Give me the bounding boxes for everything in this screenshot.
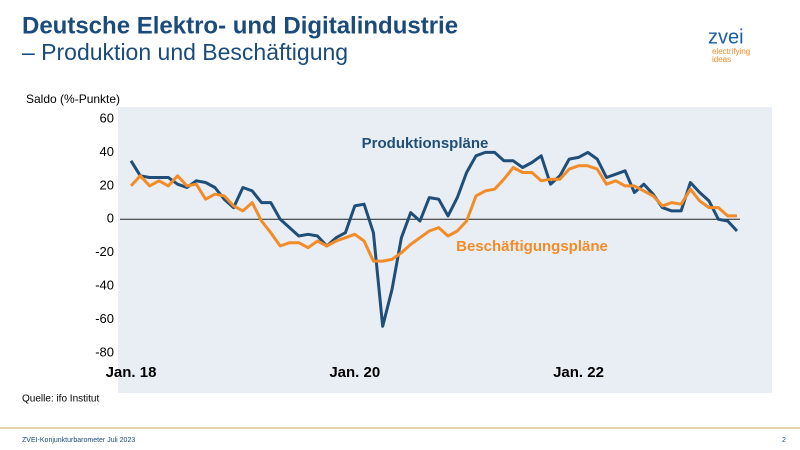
- y-tick-label: 60: [100, 110, 114, 125]
- y-tick-label: 0: [107, 211, 114, 226]
- series-label: Beschäftigungspläne: [456, 238, 608, 255]
- y-tick-label: 40: [100, 144, 114, 159]
- series-label: Produktionspläne: [362, 135, 489, 152]
- y-tick-label: -60: [95, 311, 114, 326]
- title: Deutsche Elektro- und Digitalindustrie: [22, 12, 458, 39]
- y-tick-label: -40: [95, 278, 114, 293]
- subtitle: – Produktion und Beschäftigung: [22, 39, 348, 65]
- logo-tagline: electrifying: [712, 47, 750, 56]
- x-tick-label: Jan. 18: [106, 364, 157, 381]
- y-tick-label: -80: [95, 344, 114, 359]
- x-tick-label: Jan. 22: [553, 364, 604, 381]
- series-line: [129, 164, 737, 263]
- logo: zvei: [708, 26, 744, 48]
- page-number: 2: [782, 437, 786, 444]
- x-tick-label: Jan. 20: [329, 364, 380, 381]
- y-tick-label: 20: [100, 177, 114, 192]
- footer: ZVEI-Konjunkturbarometer Juli 2023: [22, 437, 135, 444]
- y-tick-label: -20: [95, 244, 114, 259]
- y-axis-label: Saldo (%-Punkte): [26, 92, 120, 106]
- plot-area: [118, 107, 772, 393]
- chart: -80 -60 -40 -20 0 20 40 60 Jan. 18 Jan. 20 Jan. 22…: [95, 110, 740, 381]
- logo-tagline: ideas: [712, 55, 731, 64]
- source: Quelle: ifo Institut: [22, 394, 99, 405]
